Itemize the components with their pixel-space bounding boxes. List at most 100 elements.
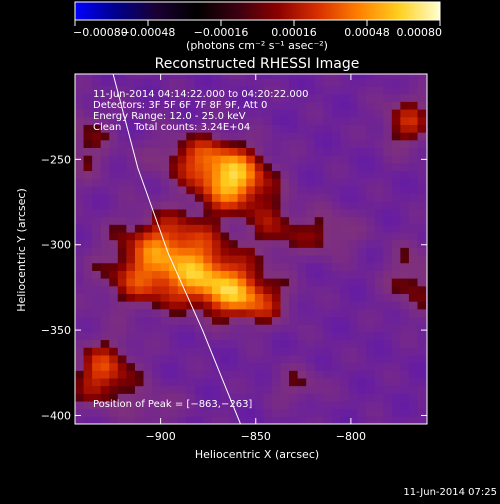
heatmap-cell bbox=[134, 216, 145, 225]
heatmap-cell bbox=[263, 316, 273, 325]
heatmap-cell bbox=[211, 301, 222, 310]
heatmap-cell bbox=[177, 109, 187, 118]
heatmap-cell bbox=[348, 101, 359, 110]
heatmap-cell bbox=[357, 101, 367, 110]
heatmap-cell bbox=[92, 139, 102, 149]
heatmap-cell bbox=[229, 393, 239, 402]
heatmap-cell bbox=[117, 385, 127, 394]
heatmap-cell bbox=[211, 147, 222, 156]
heatmap-cell bbox=[229, 193, 239, 202]
heatmap-cell bbox=[366, 416, 376, 424]
heatmap-cell bbox=[271, 116, 282, 125]
heatmap-cell bbox=[186, 93, 196, 102]
heatmap-cell bbox=[408, 316, 419, 325]
heatmap-cell bbox=[177, 385, 187, 394]
heatmap-cell bbox=[374, 124, 384, 133]
heatmap-cell bbox=[186, 185, 196, 195]
heatmap-cell bbox=[348, 339, 359, 348]
heatmap-cell bbox=[306, 393, 316, 402]
heatmap-cell bbox=[246, 416, 256, 424]
heatmap-cell bbox=[203, 155, 213, 164]
heatmap-cell bbox=[408, 155, 419, 164]
heatmap-cell bbox=[374, 308, 384, 318]
heatmap-cell bbox=[75, 78, 85, 87]
heatmap-cell bbox=[280, 116, 290, 125]
heatmap-cell bbox=[100, 370, 110, 379]
heatmap-cell bbox=[323, 193, 333, 202]
heatmap-cell bbox=[126, 370, 136, 379]
heatmap-cell bbox=[134, 408, 145, 417]
heatmap-cell bbox=[314, 408, 324, 417]
heatmap-cell bbox=[237, 408, 247, 417]
heatmap-cell bbox=[134, 147, 145, 156]
heatmap-cell bbox=[254, 408, 264, 417]
heatmap-cell bbox=[83, 139, 93, 149]
heatmap-cell bbox=[100, 139, 110, 149]
heatmap-cell bbox=[126, 316, 136, 325]
heatmap-cell bbox=[143, 93, 153, 102]
heatmap-cell bbox=[220, 293, 230, 302]
heatmap-cell bbox=[366, 155, 376, 164]
heatmap-cell bbox=[134, 377, 145, 387]
heatmap-cell bbox=[383, 400, 393, 410]
heatmap-cell bbox=[117, 155, 127, 164]
heatmap-cell bbox=[391, 254, 401, 264]
colorbar-tick-label: 0.00080 bbox=[397, 26, 443, 39]
heatmap-cell bbox=[254, 170, 264, 179]
heatmap-cell bbox=[408, 93, 419, 102]
heatmap-cell bbox=[391, 239, 401, 248]
heatmap-cell bbox=[391, 116, 401, 125]
heatmap-cell bbox=[331, 385, 342, 394]
heatmap-cell bbox=[271, 308, 282, 318]
heatmap-cell bbox=[297, 377, 307, 387]
heatmap-cell bbox=[331, 316, 342, 325]
heatmap-cell bbox=[177, 331, 187, 341]
heatmap-cell bbox=[177, 362, 187, 371]
heatmap-cell bbox=[357, 347, 367, 356]
heatmap-cell bbox=[152, 377, 162, 387]
heatmap-cell bbox=[306, 224, 316, 233]
heatmap-cell bbox=[297, 278, 307, 287]
heatmap-cell bbox=[383, 162, 393, 172]
heatmap-cell bbox=[306, 400, 316, 410]
heatmap-cell bbox=[109, 393, 119, 402]
heatmap-cell bbox=[229, 162, 239, 172]
heatmap-cell bbox=[297, 239, 307, 248]
heatmap-cell bbox=[408, 408, 419, 417]
heatmap-cell bbox=[314, 370, 324, 379]
colorbar-tick-label: −0.00080 bbox=[73, 26, 128, 39]
heatmap-cell bbox=[117, 147, 127, 156]
heatmap-cell bbox=[314, 331, 324, 341]
heatmap-cell bbox=[357, 385, 367, 394]
heatmap-cell bbox=[383, 216, 393, 225]
heatmap-cell bbox=[280, 331, 290, 341]
heatmap-cell bbox=[306, 262, 316, 271]
heatmap-cell bbox=[383, 124, 393, 133]
heatmap-cell bbox=[203, 324, 213, 333]
heatmap-cell bbox=[263, 139, 273, 149]
heatmap-cell bbox=[297, 231, 307, 241]
heatmap-cell bbox=[117, 216, 127, 225]
heatmap-cell bbox=[177, 285, 187, 294]
heatmap-cell bbox=[160, 185, 170, 195]
heatmap-cell bbox=[237, 93, 247, 102]
heatmap-cell bbox=[237, 185, 247, 195]
heatmap-cell bbox=[417, 385, 427, 394]
heatmap-cell bbox=[314, 216, 324, 225]
heatmap-cell bbox=[357, 416, 367, 424]
heatmap-cell bbox=[160, 331, 170, 341]
heatmap-cell bbox=[117, 208, 127, 218]
heatmap-cell bbox=[126, 278, 136, 287]
heatmap-cell bbox=[366, 147, 376, 156]
heatmap-cell bbox=[323, 270, 333, 279]
heatmap-cell bbox=[254, 301, 264, 310]
heatmap-cell bbox=[169, 354, 179, 364]
heatmap-cell bbox=[357, 324, 367, 333]
heatmap-cell bbox=[143, 354, 153, 364]
heatmap-cell bbox=[271, 208, 282, 218]
heatmap-cell bbox=[289, 178, 299, 187]
heatmap-cell bbox=[203, 201, 213, 210]
heatmap-cell bbox=[160, 224, 170, 233]
heatmap-cell bbox=[323, 85, 333, 95]
heatmap-cell bbox=[109, 285, 119, 294]
